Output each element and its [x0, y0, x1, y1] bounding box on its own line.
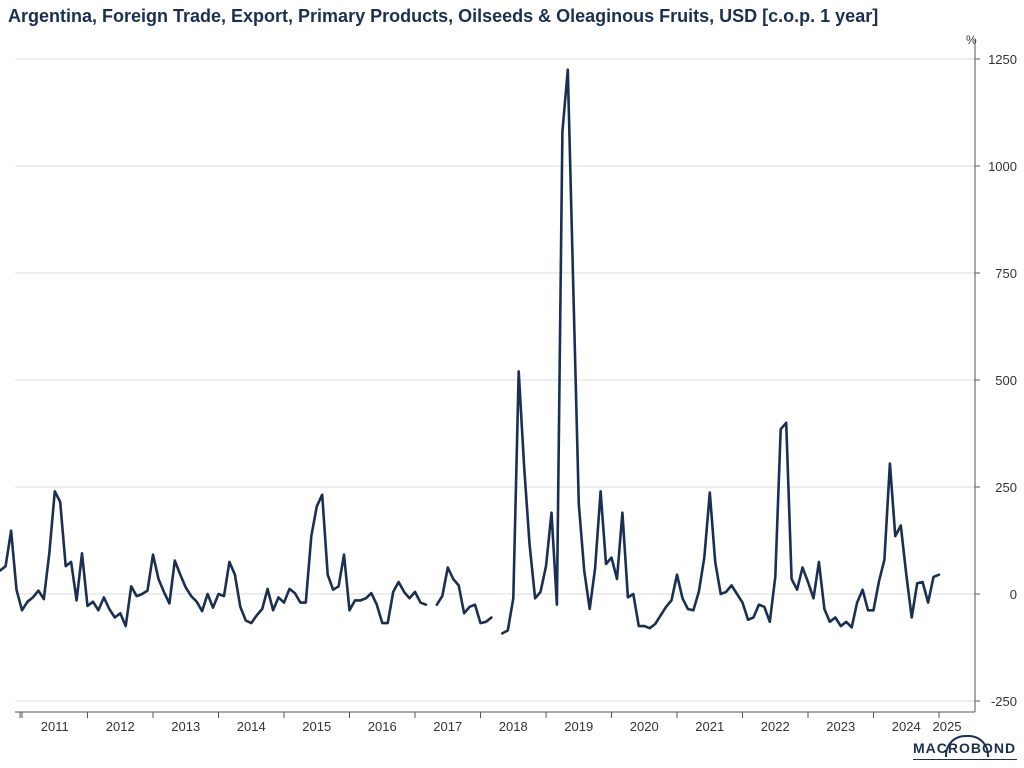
brand-logo: MACROBOND	[913, 740, 1017, 756]
chart-title: Argentina, Foreign Trade, Export, Primar…	[8, 6, 879, 26]
series-line	[501, 68, 941, 635]
x-tick-label: 2011	[41, 719, 69, 734]
y-axis-unit: %	[966, 33, 977, 47]
y-tick-label: 750	[995, 266, 1017, 281]
x-tick-label: 2020	[630, 719, 659, 734]
y-tick-label: 1000	[988, 159, 1017, 174]
x-tick-label: 2022	[761, 719, 790, 734]
x-tick-label: 2015	[302, 719, 331, 734]
grid-lines	[15, 58, 975, 702]
x-tick-label: 2017	[433, 719, 462, 734]
x-tick-label: 2024	[892, 719, 921, 734]
y-tick-label: 0	[1010, 587, 1017, 602]
x-tick-label: 2014	[237, 719, 266, 734]
y-tick-label: 500	[995, 373, 1017, 388]
y-axis: 1250 1000 750 500 250 0 -250	[974, 40, 1017, 712]
x-tick-label: 2021	[695, 719, 724, 734]
y-tick-label: -250	[991, 694, 1017, 709]
y-tick-label: 1250	[988, 52, 1017, 67]
x-tick-label: 2012	[106, 719, 135, 734]
series-line	[435, 566, 493, 625]
plot-series	[0, 68, 941, 635]
logo-underline-icon	[913, 759, 1017, 760]
x-tick-label: 2019	[564, 719, 593, 734]
y-tick-label: 250	[995, 480, 1017, 495]
x-tick-label: 2023	[826, 719, 855, 734]
x-tick-label: 2013	[171, 719, 200, 734]
x-tick-label: 2025	[933, 719, 962, 734]
x-tick-label: 2018	[499, 719, 528, 734]
series-line	[0, 490, 428, 628]
x-axis: 2011 2012 2013 2014 2015 2016 2017 2018 2019 2020…	[15, 711, 975, 734]
x-tick-label: 2016	[368, 719, 397, 734]
